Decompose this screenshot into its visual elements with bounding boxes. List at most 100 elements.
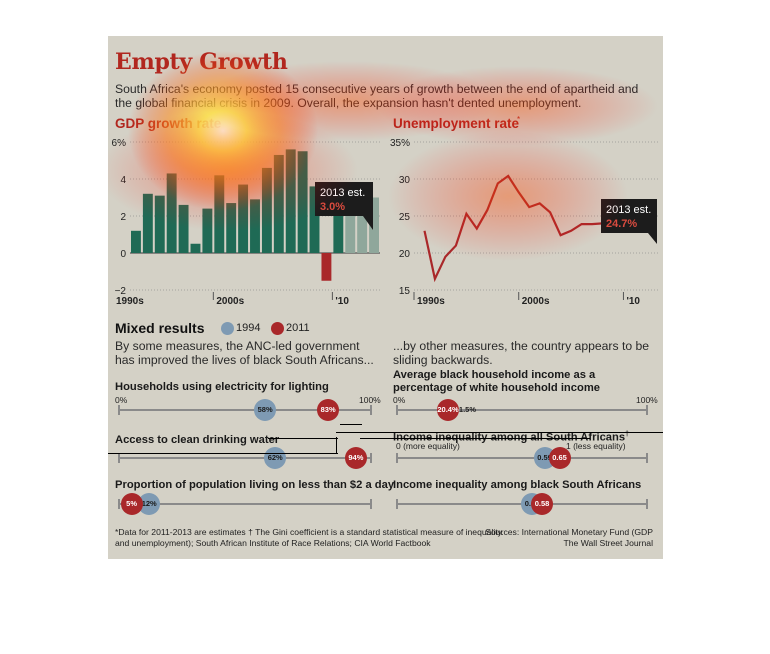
- x-tick-label: 1990s: [417, 296, 445, 307]
- legend-1994-dot: [221, 322, 234, 335]
- metric-income-ratio-title: Average black household income as a perc…: [393, 369, 600, 394]
- bar-1993: [131, 230, 141, 253]
- annotation-line: [336, 437, 337, 453]
- metric-electricity-track: [118, 409, 372, 411]
- y-tick-label: 4: [120, 175, 126, 186]
- y-tick-label: 25: [399, 212, 411, 223]
- track-tick: [646, 499, 648, 509]
- metric-electricity-title: Households using electricity for lightin…: [115, 381, 329, 393]
- title-mark: *: [517, 115, 520, 124]
- metric-gini-all-title: Income inequality among all South Africa…: [393, 428, 629, 445]
- mixed-results-heading: Mixed results: [115, 320, 205, 336]
- sources-right-2: The Wall Street Journal: [563, 538, 653, 548]
- bar-2003: [250, 199, 260, 253]
- bar-1999: [202, 208, 213, 253]
- y-tick-label: 6%: [112, 138, 127, 149]
- bar-2001: [226, 203, 237, 253]
- infographic-panel: Empty Growth South Africa's economy post…: [108, 36, 663, 559]
- annotation-line: [336, 432, 663, 433]
- track-tick: [396, 453, 398, 463]
- callout-value: 24.7%: [606, 218, 637, 230]
- track-tick: [118, 453, 120, 463]
- y-tick-label: 30: [399, 175, 411, 186]
- track-tick: [396, 499, 398, 509]
- marker-2011: 94%: [344, 447, 367, 469]
- y-tick-label: 15: [399, 286, 411, 297]
- callout-label: 2013 est.: [320, 187, 365, 199]
- marker-2011: 83%: [317, 399, 340, 421]
- right-lead-text: ...by other measures, the country appear…: [393, 339, 650, 367]
- unemployment-line: [423, 174, 624, 283]
- metric-water-track: [118, 457, 372, 459]
- chart-title: Unemployment rate: [393, 116, 520, 131]
- left-lead-text: By some measures, the ANC-led government…: [115, 339, 374, 367]
- y-tick-label: 20: [399, 249, 411, 260]
- track-tick: [118, 499, 120, 509]
- annotation-line: [360, 438, 590, 439]
- callout-pointer: [363, 216, 373, 230]
- metric-gini-all-track: [396, 457, 648, 459]
- sources-left: and unemployment); South African Institu…: [115, 538, 431, 548]
- x-tick-label: 2000s: [522, 296, 550, 307]
- track-tick: [646, 453, 648, 463]
- bar-1996: [166, 173, 177, 253]
- marker-2011: 0.65: [548, 447, 571, 469]
- track-tick: [396, 405, 398, 415]
- legend-2011-label: 2011: [286, 322, 310, 334]
- subtitle: South Africa's economy posted 15 consecu…: [115, 82, 639, 110]
- callout-pointer: [648, 233, 657, 244]
- marker-2011: 20.4%: [437, 399, 459, 421]
- bar-2013: [369, 197, 379, 253]
- marker-1994: 58%: [254, 399, 277, 421]
- marker-2011: 0.58: [531, 493, 553, 515]
- metric-gini-all-text: Income inequality among all South Africa…: [393, 431, 626, 444]
- bar-2000: [214, 175, 225, 253]
- sources-right-1: Sources: International Monetary Fund (GD…: [485, 527, 653, 537]
- marker-1994: 12%: [138, 493, 161, 515]
- bar-2006: [285, 149, 296, 253]
- bar-2004: [261, 167, 272, 253]
- scale-max-label: 100%: [636, 395, 658, 405]
- track-tick: [646, 405, 648, 415]
- y-tick-label: 0: [120, 249, 126, 260]
- bar-1997: [178, 204, 189, 253]
- x-tick-label: 2000s: [216, 296, 244, 307]
- bar-2012: [357, 204, 368, 253]
- legend-2011-dot: [271, 322, 284, 335]
- annotation-line: [108, 453, 338, 454]
- metric-poverty-title: Proportion of population living on less …: [115, 479, 395, 491]
- metric-poverty-track: [118, 503, 372, 505]
- track-tick: [370, 405, 372, 415]
- unemployment-chart: Unemployment rate* 35% 30 25 20 15 1990s 2000s '…: [390, 115, 658, 307]
- x-tick-label: '10: [626, 296, 640, 307]
- y-tick-label: 2: [120, 212, 126, 223]
- x-tick-label: 1990s: [116, 296, 144, 307]
- scale-min-label: 0%: [115, 395, 128, 405]
- legend-1994-label: 1994: [236, 322, 261, 334]
- marker-2011: 5%: [120, 493, 143, 515]
- chart-title: GDP growth rate: [115, 116, 222, 131]
- page-title: Empty Growth: [115, 49, 288, 75]
- annotation-line: [340, 424, 362, 425]
- metric-gini-black-title: Income inequality among black South Afri…: [393, 479, 642, 491]
- y-tick-label: 35%: [390, 138, 410, 149]
- bar-1994: [142, 193, 153, 253]
- footnote: *Data for 2011-2013 are estimates † The …: [115, 527, 504, 537]
- scale-min-label: 0%: [393, 395, 406, 405]
- metric-income-ratio-track: [396, 409, 648, 411]
- bar-2009: [321, 253, 332, 281]
- track-tick: [118, 405, 120, 415]
- callout-label: 2013 est.: [606, 204, 651, 216]
- track-tick: [370, 499, 372, 509]
- metric-water-title: Access to clean drinking water: [115, 434, 280, 446]
- marker-1994: 62%: [264, 447, 287, 469]
- bar-2005: [273, 154, 284, 253]
- bar-1998: [190, 243, 201, 253]
- y-tick-label: −2: [115, 286, 127, 297]
- annotation-line: [268, 438, 338, 439]
- gini-min-label: 0 (more equality): [396, 441, 460, 451]
- dagger-mark: †: [625, 431, 629, 438]
- bar-2002: [238, 184, 249, 253]
- callout-value: 3.0%: [320, 201, 345, 213]
